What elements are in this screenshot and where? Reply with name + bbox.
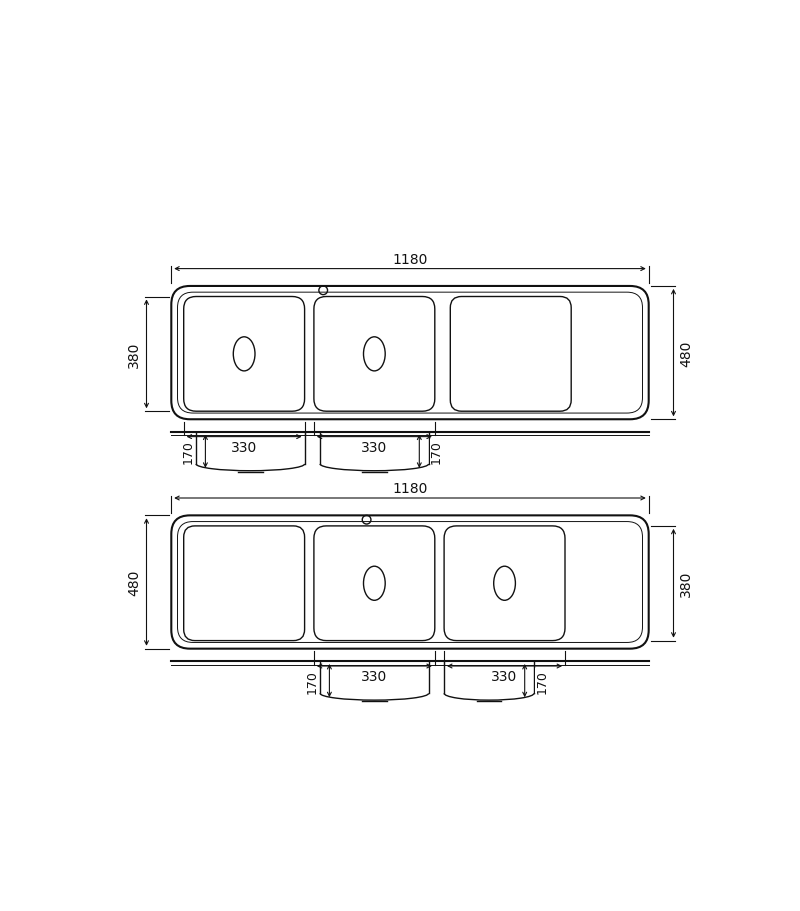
FancyBboxPatch shape	[444, 527, 565, 641]
Text: 480: 480	[127, 569, 141, 596]
Text: 380: 380	[679, 570, 693, 597]
Text: 380: 380	[127, 342, 141, 368]
Text: 1180: 1180	[392, 482, 428, 496]
Text: 330: 330	[362, 440, 387, 454]
FancyBboxPatch shape	[178, 292, 642, 414]
FancyBboxPatch shape	[184, 297, 305, 412]
Text: 1180: 1180	[392, 252, 428, 266]
Text: 330: 330	[362, 670, 387, 683]
FancyBboxPatch shape	[314, 297, 435, 412]
Text: 330: 330	[231, 440, 258, 454]
Text: 170: 170	[535, 669, 549, 692]
FancyBboxPatch shape	[171, 287, 649, 420]
Text: 170: 170	[430, 440, 443, 464]
FancyBboxPatch shape	[314, 527, 435, 641]
Text: 480: 480	[679, 340, 693, 366]
FancyBboxPatch shape	[184, 527, 305, 641]
FancyBboxPatch shape	[178, 522, 642, 643]
Text: 170: 170	[182, 440, 194, 464]
Text: 170: 170	[306, 669, 318, 692]
FancyBboxPatch shape	[171, 516, 649, 649]
FancyBboxPatch shape	[450, 297, 571, 412]
Text: 330: 330	[491, 670, 518, 683]
